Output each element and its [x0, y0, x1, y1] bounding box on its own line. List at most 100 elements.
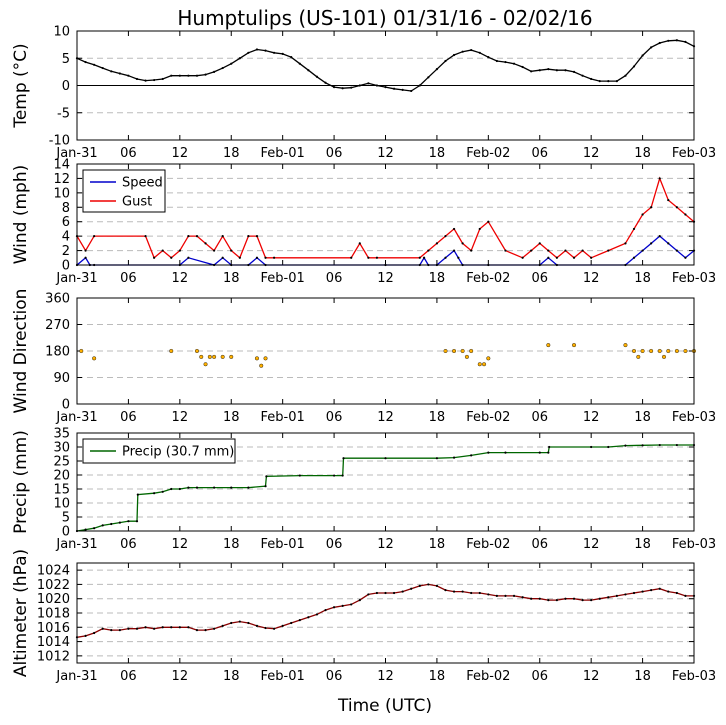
data-point	[443, 349, 448, 354]
data-point	[341, 604, 344, 607]
data-point	[384, 457, 387, 460]
data-point	[521, 256, 524, 259]
data-point	[135, 77, 139, 81]
y-tick-label: -10	[49, 134, 70, 149]
data-point	[581, 74, 584, 77]
data-point	[230, 486, 233, 489]
x-tick-label: 12	[172, 537, 189, 552]
legend-label: Gust	[122, 195, 152, 210]
data-point	[418, 584, 421, 587]
data-point	[230, 621, 233, 625]
data-point	[658, 177, 661, 180]
data-point	[623, 343, 628, 348]
chart-title: Humptulips (US-101) 01/31/16 - 02/02/16	[177, 6, 592, 30]
y-axis-label: Precip (mm)	[11, 430, 31, 534]
x-tick-label: 06	[531, 146, 548, 161]
data-point	[590, 77, 593, 81]
x-tick-label: Jan-31	[55, 410, 97, 425]
x-tick-label: 18	[429, 410, 446, 425]
data-point	[358, 599, 361, 602]
y-tick-label: 270	[45, 318, 70, 333]
data-point	[512, 594, 516, 597]
data-point	[564, 597, 567, 600]
legend-label: Speed	[122, 176, 163, 191]
data-point	[332, 474, 336, 477]
x-tick-label: 18	[634, 669, 651, 684]
x-tick-label: Feb-02	[466, 537, 510, 552]
x-tick-label: 12	[172, 410, 189, 425]
data-point	[650, 46, 653, 49]
data-point	[410, 89, 413, 93]
data-point	[170, 256, 173, 259]
data-point	[187, 74, 190, 77]
data-point	[624, 242, 627, 245]
data-point	[418, 256, 421, 259]
data-point	[213, 249, 216, 252]
x-tick-label: 06	[326, 271, 343, 286]
data-point	[410, 587, 413, 590]
y-tick-label: 12	[53, 172, 70, 187]
data-point	[195, 74, 199, 77]
data-point	[435, 242, 439, 245]
data-point	[547, 451, 550, 454]
x-tick-label: 06	[326, 537, 343, 552]
data-point	[358, 84, 361, 87]
y-tick-label: 6	[62, 215, 70, 230]
data-point	[135, 627, 139, 630]
x-tick-label: 12	[583, 271, 600, 286]
data-point	[607, 249, 610, 252]
data-point	[675, 443, 678, 447]
x-tick-label: Feb-03	[672, 146, 716, 161]
data-point	[427, 76, 430, 79]
data-point	[401, 590, 404, 593]
data-point	[194, 349, 199, 354]
data-point	[640, 349, 645, 354]
data-point	[444, 589, 447, 592]
series-line-precip	[76, 444, 694, 532]
data-point	[427, 249, 430, 252]
data-point	[470, 48, 473, 52]
data-point	[350, 603, 353, 606]
x-tick-label: 06	[120, 271, 137, 286]
data-point	[538, 597, 541, 600]
x-tick-label: 18	[223, 271, 240, 286]
axes-frame	[76, 297, 695, 405]
data-point	[259, 363, 264, 368]
x-tick-label: 18	[429, 669, 446, 684]
x-tick-label: 12	[377, 410, 394, 425]
data-point	[444, 235, 447, 238]
y-axis-label: Altimeter (hPa)	[11, 549, 31, 677]
data-point	[581, 249, 584, 252]
data-point	[650, 206, 653, 209]
data-point	[632, 65, 636, 68]
data-point	[504, 594, 507, 597]
data-point	[307, 69, 310, 72]
data-point	[263, 356, 268, 361]
data-point	[667, 39, 670, 42]
y-tick-label: 14	[53, 158, 70, 173]
x-tick-label: Feb-03	[672, 410, 716, 425]
series-line-speed	[76, 235, 695, 266]
x-tick-label: Feb-03	[672, 669, 716, 684]
x-tick-label: 18	[634, 410, 651, 425]
y-tick-label: 360	[45, 292, 70, 307]
data-point	[178, 487, 181, 491]
data-point	[264, 485, 267, 488]
data-point	[281, 52, 284, 55]
data-point	[478, 591, 481, 595]
data-point	[178, 626, 181, 629]
y-tick-label: 2	[62, 244, 70, 259]
data-point	[657, 349, 662, 354]
x-tick-label: 12	[377, 146, 394, 161]
data-point	[675, 206, 678, 209]
y-tick-label: 0	[62, 525, 70, 540]
data-point	[461, 242, 464, 245]
data-point	[93, 527, 96, 530]
y-tick-label: 1012	[37, 649, 70, 664]
x-tick-label: 12	[583, 537, 600, 552]
x-tick-label: 06	[326, 146, 343, 161]
data-point	[487, 593, 490, 596]
y-tick-label: 0	[62, 259, 70, 274]
data-point	[221, 66, 224, 70]
data-point	[641, 213, 644, 216]
